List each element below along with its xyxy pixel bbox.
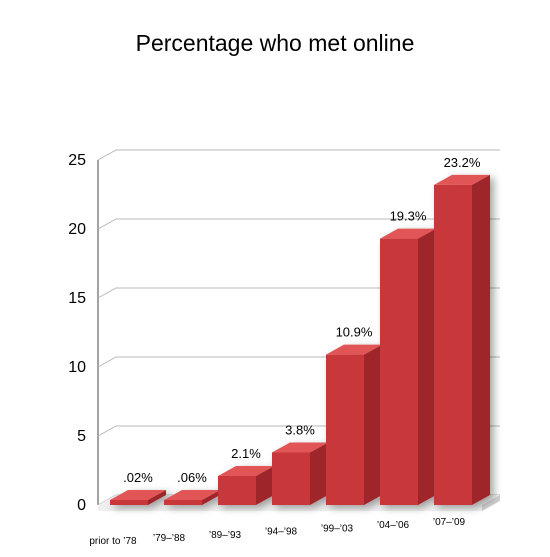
bar-side bbox=[472, 175, 490, 505]
value-label: 19.3% bbox=[390, 209, 427, 224]
y-tick-label: 20 bbox=[68, 221, 86, 238]
y-ticks: 0 5 10 15 20 25 bbox=[68, 152, 86, 514]
x-category-label: ’07–’09 bbox=[433, 517, 466, 528]
y-tick-label: 15 bbox=[68, 290, 86, 307]
value-label: 23.2% bbox=[444, 155, 481, 170]
value-label: 10.9% bbox=[336, 325, 373, 340]
x-category-label: ’04–’06 bbox=[377, 520, 410, 531]
bars bbox=[110, 175, 490, 505]
value-label: .06% bbox=[177, 470, 207, 485]
x-category-label: ’79–’88 bbox=[153, 533, 186, 544]
bar-side bbox=[364, 345, 382, 505]
value-label: .02% bbox=[123, 470, 153, 485]
x-labels: prior to ’78 ’79–’88 ’89–’93 ’94–’98 ’99–’03… bbox=[89, 517, 465, 547]
bar-front bbox=[110, 500, 148, 505]
bar-side bbox=[310, 443, 328, 505]
y-tick-label: 25 bbox=[68, 152, 86, 169]
bar-front bbox=[380, 239, 418, 505]
y-tick-label: 5 bbox=[77, 428, 86, 445]
bar-front bbox=[218, 476, 256, 505]
x-category-label: ’89–’93 bbox=[209, 530, 242, 541]
value-label: 2.1% bbox=[231, 446, 261, 461]
y-tick-label: 10 bbox=[68, 359, 86, 376]
bar-chart-3d: 0 5 10 15 20 25 prior to ’78 ’79–’88 ’89–’93 ’94… bbox=[0, 0, 550, 557]
value-label: 3.8% bbox=[285, 423, 315, 438]
chart-title: Percentage who met online bbox=[0, 30, 550, 57]
x-category-label: prior to ’78 bbox=[89, 536, 137, 547]
x-category-label: ’94–’98 bbox=[265, 527, 298, 538]
y-tick-label: 0 bbox=[77, 497, 86, 514]
bar-front bbox=[434, 185, 472, 505]
bar-side bbox=[418, 229, 436, 505]
x-category-label: ’99–’03 bbox=[321, 523, 354, 534]
bar-front bbox=[164, 500, 202, 505]
bar-front bbox=[326, 355, 364, 505]
bar-front bbox=[272, 453, 310, 505]
